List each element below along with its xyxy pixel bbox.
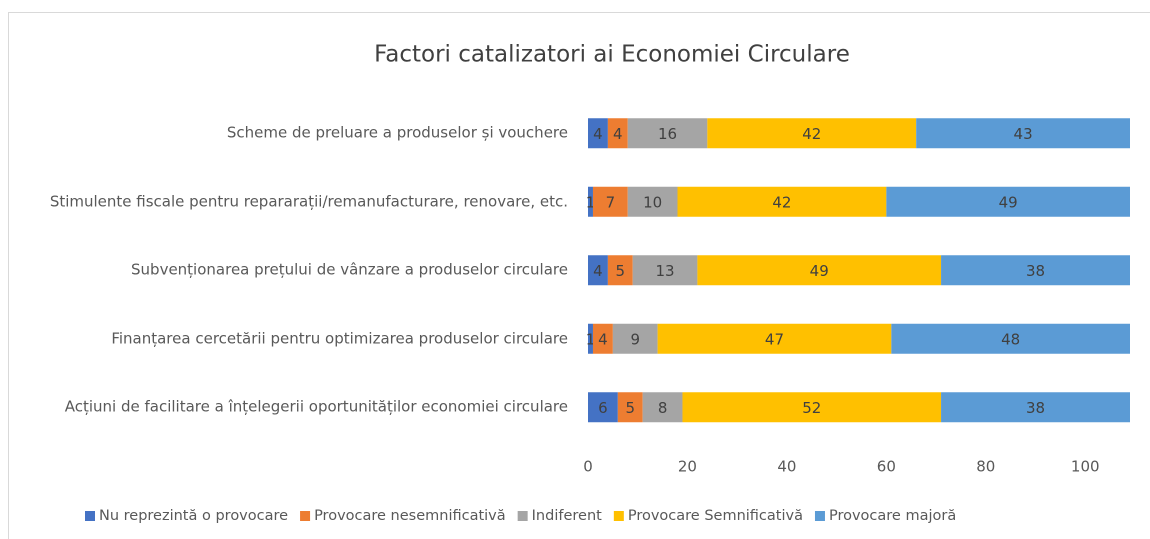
bar-segment [588, 392, 618, 423]
data-label: 49 [810, 262, 829, 280]
x-tick-label: 40 [777, 458, 796, 476]
bar-segment [707, 118, 917, 149]
data-label: 52 [802, 399, 821, 417]
data-label: 9 [630, 330, 640, 348]
bar-segment [617, 392, 643, 423]
data-label: 7 [606, 193, 616, 211]
data-label: 5 [625, 399, 635, 417]
legend-swatch [613, 511, 624, 521]
data-label: 38 [1026, 262, 1045, 280]
bar-segment [592, 186, 628, 217]
data-label: 4 [613, 125, 623, 143]
bar-segment [592, 323, 613, 354]
data-label: 4 [593, 262, 603, 280]
data-label: 43 [1014, 125, 1033, 143]
bar-segment [891, 323, 1130, 354]
bar-segment [886, 186, 1130, 217]
bar-segment [941, 392, 1130, 423]
bar-segment [916, 118, 1130, 149]
y-tick-label: Finanțarea cercetării pentru optimizarea… [111, 329, 568, 348]
data-label: 8 [658, 399, 668, 417]
bar-segment [588, 255, 608, 286]
legend-swatch [85, 511, 95, 521]
data-label: 49 [999, 193, 1018, 211]
y-tick-label: Acțiuni de facilitare a înțelegerii opor… [64, 397, 568, 416]
y-tick-label: Subvenționarea prețului de vânzare a pro… [131, 260, 568, 279]
bar-segment [632, 255, 698, 286]
chart-frame [8, 12, 1150, 539]
x-tick-label: 0 [583, 458, 593, 476]
legend-label: Nu reprezintă o provocare [99, 508, 288, 524]
data-label: 42 [772, 193, 791, 211]
data-label: 16 [658, 125, 677, 143]
bar-segment [677, 186, 887, 217]
legend-swatch [300, 511, 311, 521]
bar-segment [588, 186, 593, 217]
data-label: 47 [765, 330, 784, 348]
bar-segment [941, 255, 1130, 286]
legend-swatch [517, 511, 528, 521]
data-label: 4 [593, 125, 603, 143]
bar-segment [627, 186, 678, 217]
x-tick-label: 100 [1071, 458, 1100, 476]
bar-segment [588, 118, 608, 149]
legend-swatch [814, 511, 825, 521]
x-tick-label: 60 [877, 458, 896, 476]
legend-label: Provocare majoră [829, 508, 956, 524]
legend-label: Provocare Semnificativă [628, 508, 803, 524]
data-label: 5 [616, 262, 626, 280]
bar-segment [642, 392, 683, 423]
legend-label: Provocare nesemnificativă [314, 508, 506, 524]
bar-segment [588, 323, 593, 354]
bar-segment [607, 255, 633, 286]
bar-segment [612, 323, 658, 354]
data-label: 48 [1001, 330, 1020, 348]
chart-title: Factori catalizatori ai Economiei Circul… [374, 42, 850, 68]
legend-label: Indiferent [532, 508, 602, 524]
data-label: 38 [1026, 399, 1045, 417]
data-label: 6 [598, 399, 608, 417]
data-label: 4 [598, 330, 608, 348]
data-label: 42 [802, 125, 821, 143]
bar-segment [697, 255, 942, 286]
x-tick-label: 20 [678, 458, 697, 476]
data-label: 10 [643, 193, 662, 211]
y-tick-label: Scheme de preluare a produselor și vouch… [226, 123, 568, 142]
data-label: 13 [656, 262, 675, 280]
bar-segment [657, 323, 892, 354]
y-tick-label: Stimulente fiscale pentru repararații/re… [49, 192, 568, 211]
data-label: 1 [586, 193, 596, 211]
x-tick-label: 80 [976, 458, 995, 476]
data-label: 1 [586, 330, 596, 348]
bar-segment [682, 392, 942, 423]
bar-segment [627, 118, 708, 149]
bar-segment [607, 118, 628, 149]
